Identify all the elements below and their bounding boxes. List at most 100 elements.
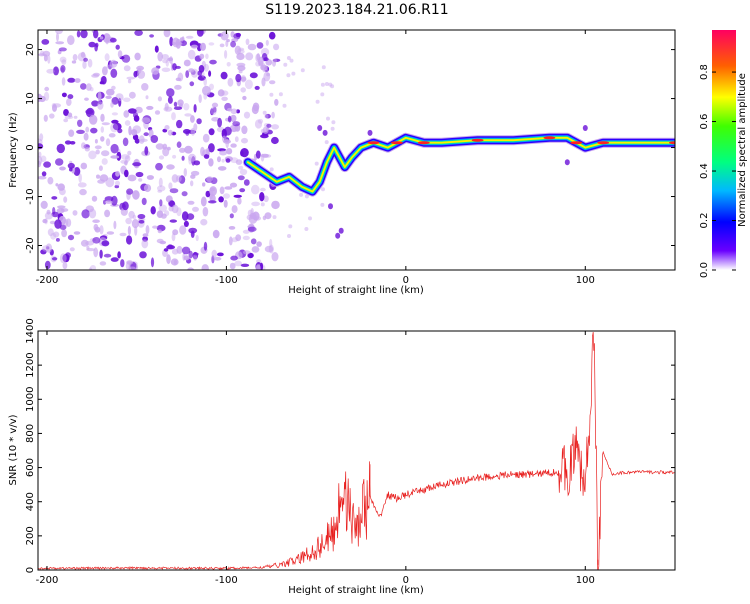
- ridge-peak: [471, 138, 484, 142]
- noise-blob: [213, 256, 222, 261]
- noise-blob: [206, 147, 210, 155]
- noise-blob: [106, 231, 115, 235]
- noise-blob: [193, 123, 198, 132]
- noise-blob: [169, 219, 177, 223]
- noise-blob: [104, 200, 113, 204]
- noise-blob: [101, 122, 110, 126]
- noise-blob: [226, 39, 230, 43]
- noise-blob: [264, 212, 272, 220]
- noise-blob: [127, 150, 132, 156]
- noise-blob: [51, 196, 58, 200]
- noise-blob: [56, 32, 59, 42]
- noise-blob: [226, 62, 231, 67]
- noise-blob: [269, 167, 274, 172]
- noise-blob: [278, 92, 283, 97]
- noise-blob: [46, 68, 55, 74]
- snr-line: [38, 332, 675, 570]
- noise-blob: [183, 59, 191, 67]
- ridge-peak: [390, 141, 403, 145]
- noise-blob: [94, 226, 101, 233]
- noise-blob: [227, 115, 232, 123]
- noise-blob: [315, 99, 320, 104]
- noise-blob: [198, 94, 202, 103]
- noise-blob: [164, 125, 170, 130]
- noise-blob: [238, 165, 244, 170]
- noise-blob: [38, 143, 44, 150]
- noise-blob: [88, 150, 97, 160]
- ridge-blob: [367, 129, 373, 136]
- noise-blob: [176, 245, 183, 254]
- noise-blob: [46, 209, 51, 215]
- noise-blob: [63, 196, 68, 203]
- noise-blob: [134, 225, 138, 236]
- noise-blob: [167, 146, 171, 151]
- noise-blob: [183, 103, 190, 111]
- noise-blob: [326, 116, 330, 121]
- noise-blob: [59, 166, 66, 171]
- ridge-blob: [328, 203, 333, 210]
- noise-blob: [217, 117, 223, 128]
- noise-blob: [123, 65, 131, 72]
- noise-blob: [231, 205, 238, 214]
- noise-blob: [202, 182, 206, 187]
- noise-blob: [240, 76, 247, 82]
- spectrogram-xtick-label: 100: [576, 275, 595, 286]
- noise-blob: [181, 191, 188, 197]
- noise-blob: [43, 54, 48, 62]
- noise-blob: [55, 30, 63, 35]
- noise-blob: [211, 249, 218, 258]
- ridge-blob: [338, 227, 344, 234]
- ridge-peak: [597, 141, 610, 145]
- noise-blob: [229, 124, 239, 132]
- noise-blob: [193, 104, 197, 113]
- noise-blob: [67, 94, 74, 100]
- noise-blob: [151, 67, 160, 75]
- noise-blob: [199, 53, 205, 60]
- colorbar-tick-label: 0.0: [699, 262, 710, 278]
- noise-blob: [203, 77, 207, 86]
- ridge-peak: [543, 136, 556, 140]
- noise-blob: [233, 194, 242, 198]
- noise-blob: [221, 96, 228, 102]
- noise-blob: [110, 143, 119, 154]
- noise-blob: [255, 150, 261, 159]
- noise-blob: [258, 56, 264, 66]
- noise-blob: [149, 34, 155, 38]
- noise-blob: [55, 41, 65, 45]
- noise-blob: [243, 250, 251, 255]
- noise-blob: [145, 95, 149, 100]
- noise-blob: [135, 106, 143, 114]
- snr-xtick-label: -200: [36, 575, 59, 586]
- snr-xlabel: Height of straight line (km): [288, 585, 424, 596]
- noise-blob: [135, 171, 144, 178]
- noise-blob: [155, 162, 163, 171]
- noise-blob: [40, 155, 47, 163]
- noise-blob: [104, 209, 111, 218]
- noise-blob: [168, 182, 173, 190]
- noise-blob: [282, 103, 287, 108]
- noise-blob: [55, 238, 60, 242]
- noise-blob: [110, 101, 114, 108]
- noise-blob: [124, 160, 128, 166]
- noise-blob: [188, 153, 197, 162]
- noise-blob: [163, 30, 171, 38]
- noise-blob: [241, 125, 248, 135]
- noise-blob: [172, 229, 179, 236]
- noise-blob: [260, 153, 269, 158]
- spectrogram-xtick-label: -100: [215, 275, 238, 286]
- noise-blob: [52, 104, 57, 112]
- noise-blob: [47, 176, 54, 185]
- snr-ytick-label: 1200: [25, 352, 36, 377]
- noise-blob: [190, 170, 200, 176]
- noise-blob: [38, 156, 43, 165]
- snr-ytick-label: 600: [25, 458, 36, 477]
- noise-blob: [52, 207, 56, 215]
- noise-blob: [200, 196, 207, 207]
- noise-blob: [67, 35, 75, 46]
- noise-blob: [183, 220, 189, 227]
- noise-blob: [263, 57, 269, 62]
- snr-xtick-label: -100: [215, 575, 238, 586]
- noise-blob: [83, 132, 89, 141]
- noise-blob: [76, 30, 81, 38]
